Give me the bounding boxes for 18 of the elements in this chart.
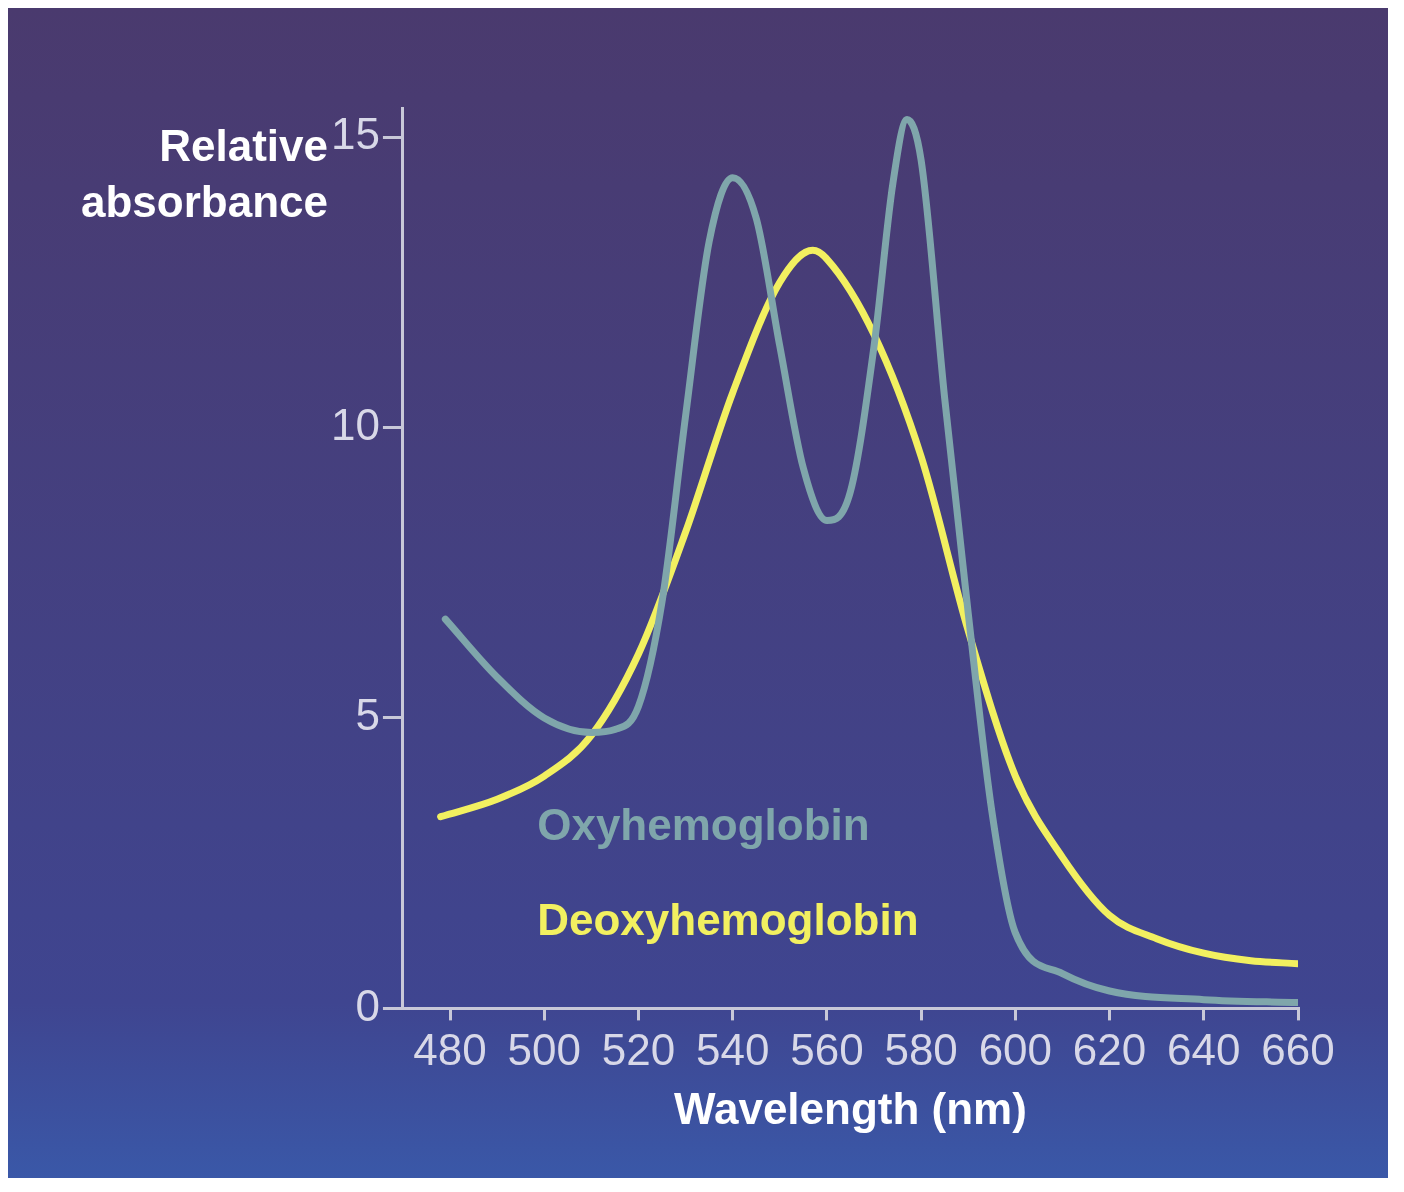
x-tick-label: 500	[507, 1024, 581, 1074]
x-tick-label: 660	[1261, 1024, 1335, 1074]
y-tick-label: 15	[330, 109, 380, 159]
text: Deoxyhemoglobin	[537, 895, 919, 944]
x-tick-label: 600	[978, 1024, 1053, 1074]
series-label: Oxyhemoglobin	[537, 800, 870, 850]
y-tick-label: 10	[330, 399, 380, 449]
x-tick-label: 580	[884, 1024, 958, 1074]
x-tick-label: 620	[1072, 1024, 1147, 1074]
x-tick-label: 560	[790, 1024, 864, 1074]
y-tick-label: 5	[355, 690, 380, 740]
x-tick-label: 480	[413, 1024, 487, 1074]
x-tick-label: 640	[1167, 1024, 1241, 1074]
y-axis-title: Relative absorbance	[80, 120, 328, 228]
x-tick-label: 540	[695, 1024, 770, 1074]
x-tick-label: 520	[601, 1024, 676, 1074]
y-tick-label: 0	[355, 980, 380, 1030]
x-axis-title: Wavelength (nm)	[674, 1083, 1027, 1133]
